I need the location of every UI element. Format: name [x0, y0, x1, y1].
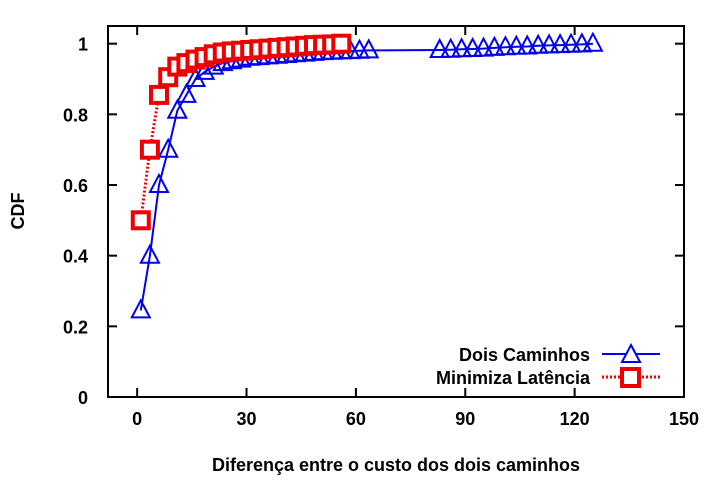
x-tick-label: 60	[346, 409, 366, 429]
data-point-triangle	[429, 37, 451, 58]
data-point-triangle	[130, 298, 152, 319]
y-tick-label: 1	[78, 35, 88, 55]
data-point-triangle	[472, 36, 495, 57]
data-point-triangle	[157, 137, 179, 158]
y-tick-label: 0	[78, 388, 88, 408]
data-point-triangle	[184, 66, 207, 87]
y-tick-label: 0.4	[63, 247, 88, 267]
data-point-triangle	[483, 35, 506, 56]
data-point-triangle	[538, 33, 560, 54]
data-point-triangle	[139, 243, 161, 264]
x-tick-label: 120	[560, 409, 590, 429]
legend-marker-triangle	[620, 342, 642, 363]
data-point-triangle	[527, 33, 549, 54]
series-line-0	[139, 42, 593, 311]
y-tick-label: 0.8	[63, 105, 88, 125]
plot-frame	[107, 25, 685, 398]
data-point-triangle	[450, 37, 473, 58]
x-tick-label: 30	[237, 409, 257, 429]
data-point-square	[130, 210, 151, 231]
x-axis-title: Diferença entre o custo dos dois caminho…	[212, 455, 580, 475]
legend-marker-square	[620, 367, 641, 388]
data-point-triangle	[175, 82, 198, 103]
data-point-triangle	[494, 35, 517, 56]
y-axis-title: CDF	[8, 193, 28, 230]
data-point-triangle	[549, 32, 571, 54]
data-point-triangle	[571, 32, 593, 53]
data-point-square	[139, 139, 160, 160]
data-point-triangle	[358, 38, 380, 59]
data-point-square	[149, 84, 169, 105]
legend-label-dois-caminhos: Dois Caminhos	[459, 345, 590, 365]
x-tick-label: 90	[455, 409, 475, 429]
data-point-triangle	[348, 38, 371, 59]
data-point-triangle	[193, 59, 216, 80]
x-tick-label: 150	[669, 409, 699, 429]
data-point-triangle	[582, 31, 604, 52]
data-point-square	[331, 33, 352, 54]
y-tick-label: 0.6	[63, 176, 88, 196]
data-point-triangle	[440, 37, 462, 58]
legend-label-minimiza-latencia: Minimiza Latência	[436, 368, 591, 388]
axis-ticks: 0 30 60 90 120 150 0 0.2 0.4 0.6 0.8 1	[63, 26, 699, 429]
data-point-triangle	[166, 98, 188, 119]
data-point-triangle	[516, 34, 538, 55]
data-point-triangle	[461, 36, 484, 57]
data-point-triangle	[148, 172, 170, 193]
legend: Dois Caminhos Minimiza Latência	[436, 342, 660, 388]
y-tick-label: 0.2	[63, 317, 88, 337]
series-layer	[130, 31, 604, 319]
data-point-triangle	[505, 34, 527, 55]
data-point-triangle	[560, 32, 582, 53]
x-tick-label: 0	[132, 409, 142, 429]
